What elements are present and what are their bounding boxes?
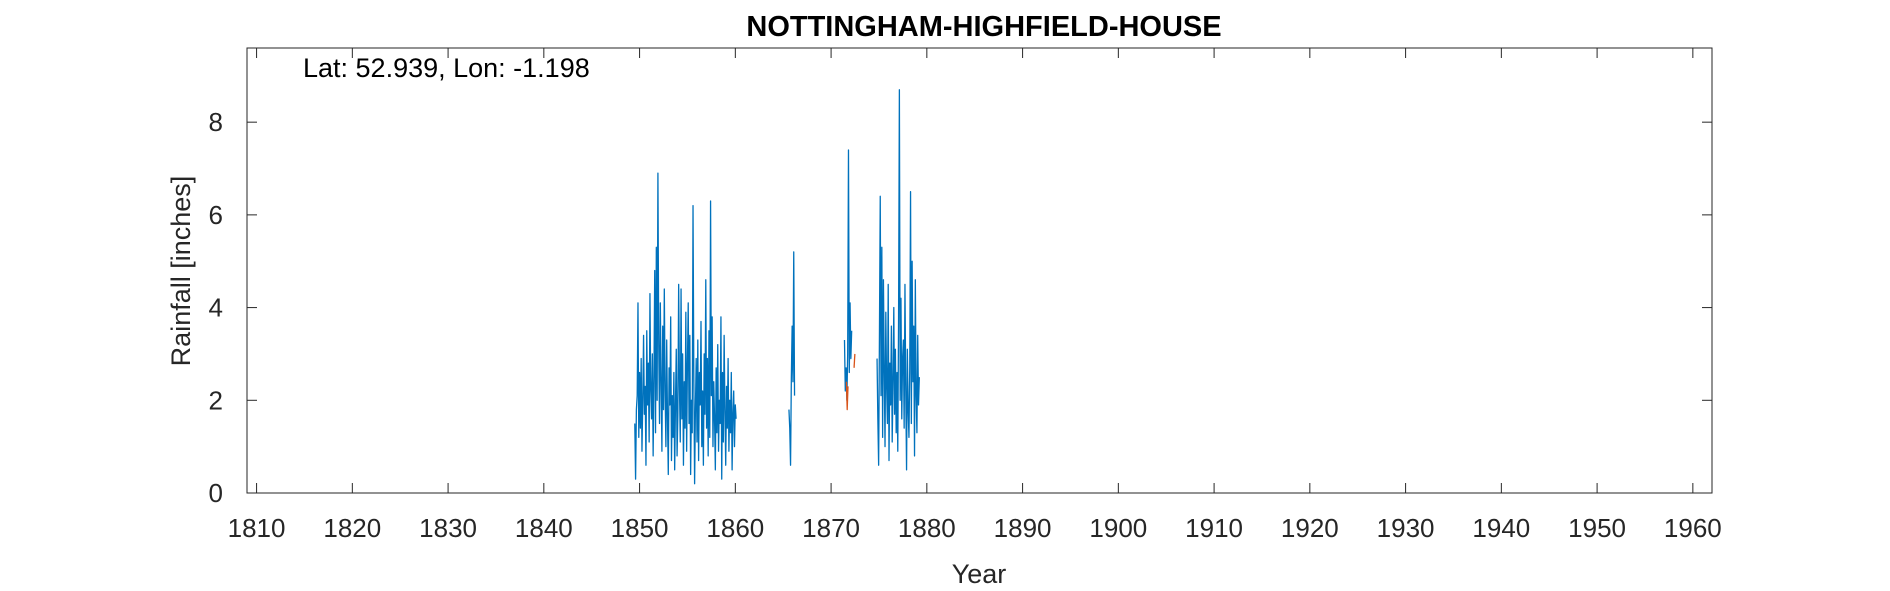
x-tick-label: 1920 <box>1281 513 1339 543</box>
series-1-segment-3 <box>843 149 853 401</box>
x-tick-label: 1840 <box>515 513 573 543</box>
x-tick-label: 1830 <box>419 513 477 543</box>
x-tick-label: 1940 <box>1472 513 1530 543</box>
x-tick-label: 1880 <box>898 513 956 543</box>
series-1-segment-1 <box>634 172 737 485</box>
y-tick-label: 6 <box>209 200 223 230</box>
x-tick-label: 1810 <box>228 513 286 543</box>
x-tick-label: 1820 <box>323 513 381 543</box>
x-tick-label: 1900 <box>1089 513 1147 543</box>
y-tick-label: 2 <box>209 385 223 415</box>
series-2-segment-2 <box>853 353 856 368</box>
y-tick-label: 4 <box>209 293 223 323</box>
lat-lon-annotation: Lat: 52.939, Lon: -1.198 <box>303 53 590 83</box>
y-tick-label: 8 <box>209 107 223 137</box>
x-tick-label: 1870 <box>802 513 860 543</box>
x-tick-label: 1850 <box>611 513 669 543</box>
series-1-segment-2 <box>788 251 796 466</box>
series-layer <box>634 89 920 485</box>
y-tick-label: 0 <box>209 478 223 508</box>
y-axis-label: Rainfall [inches] <box>166 176 196 367</box>
chart-title: NOTTINGHAM-HIGHFIELD-HOUSE <box>746 11 1221 43</box>
x-tick-label: 1860 <box>706 513 764 543</box>
series-2-segment-1 <box>845 381 849 411</box>
series-1-segment-4 <box>876 89 920 471</box>
x-tick-label: 1960 <box>1664 513 1722 543</box>
x-tick-label: 1930 <box>1377 513 1435 543</box>
plot-area <box>246 47 1713 494</box>
x-tick-label: 1890 <box>994 513 1052 543</box>
x-axis-label: Year <box>952 559 1007 589</box>
x-tick-label: 1950 <box>1568 513 1626 543</box>
axis-layer: 1810 1820 1830 1840 1850 1860 1870 1880 1890 1900… <box>209 48 1722 543</box>
x-tick-label: 1910 <box>1185 513 1243 543</box>
